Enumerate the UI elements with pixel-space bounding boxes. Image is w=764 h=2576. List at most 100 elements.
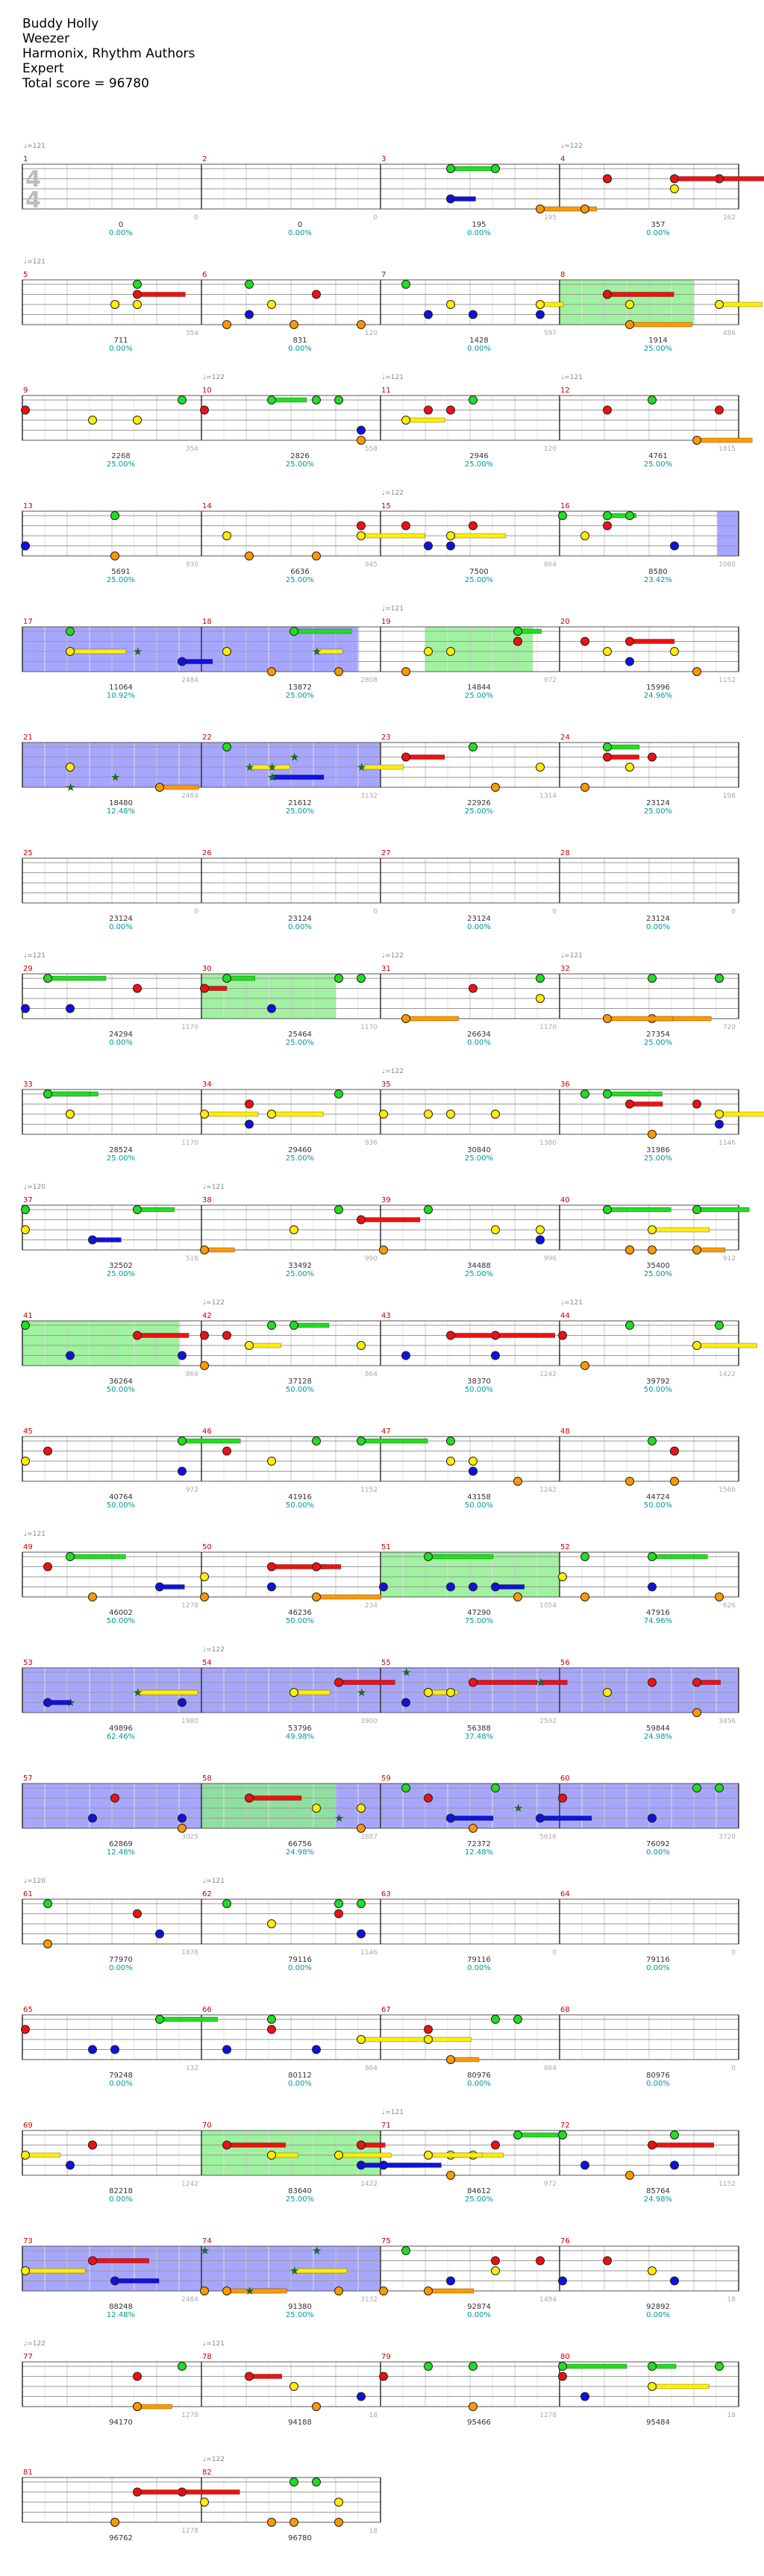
note-green — [580, 1090, 589, 1098]
sp-percent: 0.00% — [109, 229, 133, 237]
sp-percent: 50.00% — [107, 1617, 135, 1625]
measure-number: 58 — [202, 1775, 212, 1783]
note-green — [43, 1090, 52, 1098]
tempo-marker: ♩=122 — [382, 490, 404, 497]
cumulative-score: 23124 — [646, 915, 670, 923]
note-orange — [424, 2286, 433, 2295]
sp-percent: 25.00% — [465, 807, 493, 816]
note-green — [312, 396, 321, 404]
tempo-marker: ♩=121 — [382, 2109, 404, 2116]
sustain-red — [472, 1680, 538, 1685]
sp-percent: 12.48% — [107, 2311, 135, 2319]
measure-score-delta: 1152 — [360, 1486, 378, 1494]
note-blue — [21, 1004, 30, 1013]
note-green — [334, 396, 343, 404]
note-green — [133, 280, 142, 289]
note-orange — [692, 1245, 701, 1254]
sustain-yellow — [718, 1111, 764, 1117]
star-note-yellow: ★ — [133, 1686, 143, 1699]
note-yellow — [536, 300, 545, 309]
note-red — [469, 984, 478, 993]
measure-score-delta: 930 — [186, 561, 198, 569]
note-green — [491, 1783, 500, 1792]
measure-number: 48 — [560, 1428, 570, 1436]
cumulative-score: 14844 — [467, 684, 491, 692]
note-yellow — [648, 2382, 657, 2391]
note-green — [469, 743, 478, 751]
measure-number: 1 — [23, 155, 28, 163]
note-yellow — [66, 763, 75, 772]
note-orange — [267, 667, 276, 676]
cumulative-score: 66756 — [288, 1840, 312, 1848]
note-red — [558, 1793, 567, 1803]
measure-score-delta: 1815 — [718, 446, 736, 453]
note-blue — [88, 1813, 97, 1823]
sustain-blue — [181, 659, 213, 664]
sustain-red — [607, 754, 639, 760]
measure-score-delta: 234 — [365, 1602, 378, 1610]
measure-score-delta: 626 — [723, 1602, 736, 1610]
note-yellow — [357, 2035, 366, 2044]
note-green — [178, 2362, 187, 2371]
cumulative-score: 95484 — [646, 2419, 670, 2427]
sustain-red — [495, 1333, 556, 1338]
star-note-yellow: ★ — [357, 1686, 366, 1699]
note-yellow — [267, 1110, 276, 1119]
note-green — [357, 1437, 366, 1445]
sp-percent: 0.00% — [646, 2080, 670, 2088]
cumulative-score: 79116 — [288, 1956, 312, 1964]
measure-score-delta: 864 — [544, 2065, 557, 2072]
note-green — [43, 1899, 52, 1908]
cumulative-score: 32502 — [109, 1262, 133, 1270]
note-orange — [446, 2171, 455, 2180]
note-green — [334, 1899, 343, 1908]
sp-percent: 0.00% — [467, 923, 491, 931]
note-green — [715, 1321, 724, 1330]
note-orange — [692, 1708, 701, 1717]
measure-number: 62 — [202, 1890, 212, 1898]
note-green — [513, 2130, 522, 2139]
note-blue — [66, 1004, 75, 1013]
measure-score-delta: 1980 — [181, 1718, 198, 1725]
note-green — [21, 1205, 30, 1214]
sustain-red — [539, 1680, 568, 1685]
note-red — [379, 2372, 388, 2381]
note-red — [133, 2372, 142, 2381]
note-blue — [178, 1698, 187, 1707]
note-yellow — [133, 300, 142, 309]
sp-percent: 25.00% — [286, 807, 314, 816]
note-red — [245, 1099, 254, 1109]
note-yellow — [267, 1919, 276, 1928]
cumulative-score: 1428 — [469, 337, 488, 345]
cumulative-score: 79116 — [467, 1956, 491, 1964]
note-red — [133, 1909, 142, 1919]
measure-score-delta: 486 — [723, 330, 736, 337]
cumulative-score: 92874 — [467, 2303, 491, 2311]
note-red — [469, 521, 478, 531]
cumulative-score: 44724 — [646, 1493, 670, 1501]
star-note-yellow: ★ — [245, 760, 254, 774]
sustain-green — [562, 2363, 627, 2369]
note-orange — [222, 320, 231, 329]
note-blue — [491, 1351, 500, 1360]
note-blue — [178, 1466, 187, 1476]
tempo-marker: ♩=121 — [561, 1299, 583, 1307]
measure-score-delta: 864 — [186, 1371, 198, 1378]
measure-number: 67 — [381, 2006, 391, 2014]
note-red — [424, 1793, 433, 1803]
measure-number: 41 — [23, 1312, 33, 1320]
cumulative-score: 59844 — [646, 1725, 670, 1733]
note-orange — [625, 2171, 634, 2180]
sp-percent: 0.00% — [288, 229, 312, 237]
cumulative-score: 27354 — [646, 1031, 670, 1039]
note-yellow — [401, 416, 410, 425]
cumulative-score: 7500 — [469, 568, 488, 576]
cumulative-score: 1914 — [648, 337, 667, 345]
tempo-marker: ♩=121 — [24, 258, 46, 266]
note-green — [267, 2015, 276, 2024]
note-orange — [580, 783, 589, 792]
note-orange — [267, 2518, 276, 2527]
cumulative-score: 46236 — [288, 1609, 312, 1617]
measure-score-delta: 2484 — [181, 2296, 198, 2304]
